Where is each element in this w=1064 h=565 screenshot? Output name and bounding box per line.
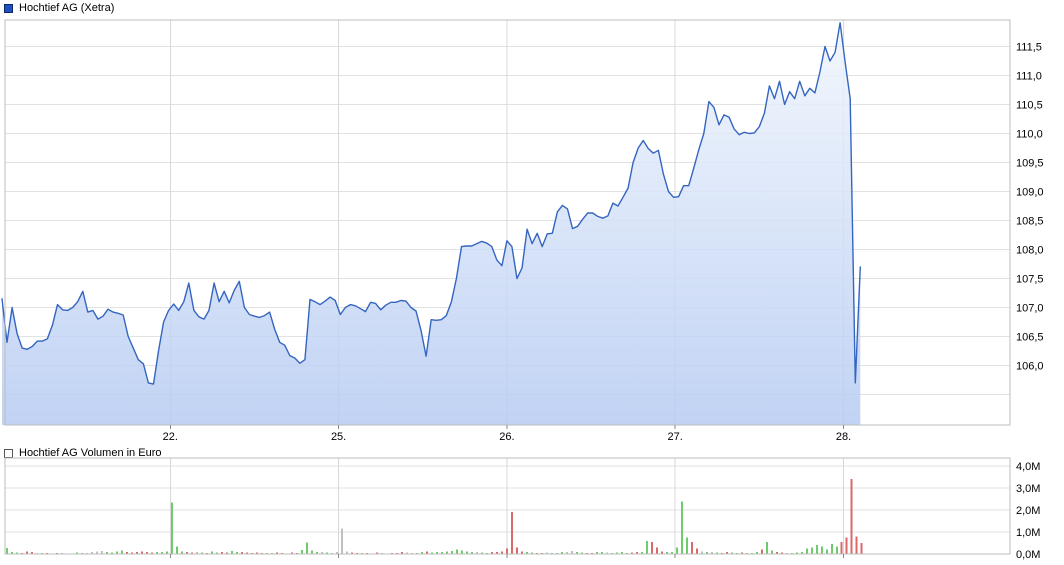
svg-text:106,0: 106,0 <box>1016 361 1044 373</box>
price-y-axis-labels: 111,5 111,0 110,5 110,0 109,5 109,0 108,5 108,0… <box>1016 42 1044 373</box>
svg-text:107,5: 107,5 <box>1016 274 1044 286</box>
svg-text:106,5: 106,5 <box>1016 332 1044 344</box>
svg-text:2,0M: 2,0M <box>1016 505 1040 517</box>
price-series-swatch-icon <box>4 4 13 13</box>
volume-bars <box>6 479 863 555</box>
volume-chart-title: Hochtief AG Volumen in Euro <box>19 447 162 459</box>
price-chart-title: Hochtief AG (Xetra) <box>19 2 115 14</box>
svg-text:110,0: 110,0 <box>1016 129 1043 141</box>
svg-text:109,0: 109,0 <box>1016 187 1044 199</box>
svg-text:22.: 22. <box>163 431 178 443</box>
price-area-fill <box>2 22 861 425</box>
svg-text:28.: 28. <box>836 431 851 443</box>
price-line <box>1 22 861 385</box>
svg-text:3,0M: 3,0M <box>1016 483 1040 495</box>
svg-text:1,0M: 1,0M <box>1016 527 1040 539</box>
svg-text:26.: 26. <box>499 431 514 443</box>
svg-text:108,0: 108,0 <box>1016 245 1044 257</box>
svg-text:111,5: 111,5 <box>1016 42 1042 54</box>
svg-text:4,0M: 4,0M <box>1016 461 1040 473</box>
price-chart-header: Hochtief AG (Xetra) <box>4 2 114 15</box>
volume-y-axis-labels: 4,0M 3,0M 2,0M 1,0M 0,0M <box>1016 461 1040 561</box>
svg-text:25.: 25. <box>331 431 346 443</box>
svg-text:111,0: 111,0 <box>1016 71 1042 83</box>
svg-text:108,5: 108,5 <box>1016 216 1044 228</box>
svg-text:107,0: 107,0 <box>1016 303 1044 315</box>
volume-grid <box>5 458 1010 554</box>
x-axis-labels: 22. 25. 26. 27. 28. <box>163 431 851 443</box>
svg-text:109,5: 109,5 <box>1016 158 1044 170</box>
plot-borders <box>4 19 1011 558</box>
svg-text:27.: 27. <box>668 431 683 443</box>
svg-text:0,0M: 0,0M <box>1016 549 1040 561</box>
svg-text:110,5: 110,5 <box>1016 100 1043 112</box>
